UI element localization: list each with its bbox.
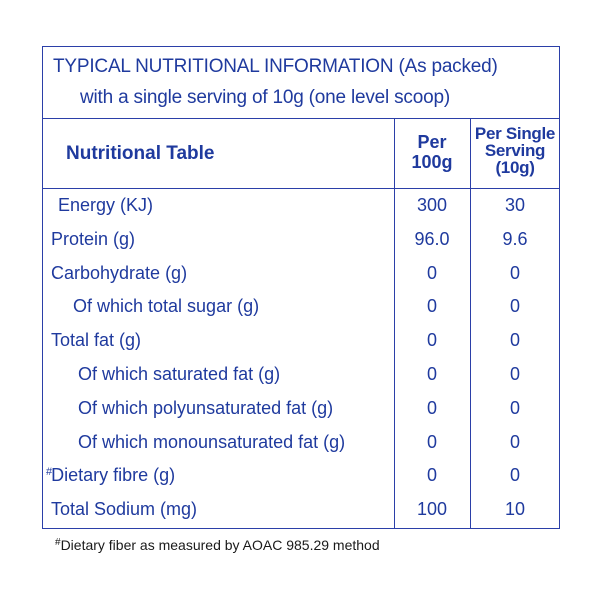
value-per-serving: 9.6	[502, 228, 528, 249]
column-header-row: Nutritional Table Per 100g Per Single Se…	[43, 119, 559, 189]
table-row: Energy (KJ) 300 30	[43, 189, 559, 223]
value-per-100g: 96.0	[414, 228, 450, 249]
value-per-100g: 0	[426, 431, 437, 452]
table-title: TYPICAL NUTRITIONAL INFORMATION (As pack…	[43, 47, 559, 119]
header-per-100g: Per 100g	[395, 132, 469, 172]
value-per-serving: 0	[509, 262, 520, 283]
nutrient-name: Protein (g)	[51, 228, 136, 249]
header-per-serving-line-3: (10g)	[495, 158, 535, 177]
header-per-serving: Per Single Serving (10g)	[471, 125, 559, 176]
header-per-serving-line-1: Per Single	[474, 124, 556, 143]
value-per-100g: 0	[426, 330, 437, 351]
value-per-100g: 300	[416, 195, 448, 215]
value-per-serving: 0	[509, 431, 520, 452]
nutrient-name: Total fat (g)	[51, 330, 142, 351]
footnote-marker: #	[55, 537, 61, 548]
value-per-serving: 0	[509, 296, 520, 317]
header-per-100g-line-2: 100g	[411, 152, 453, 172]
nutrient-name: Of which total sugar (g)	[73, 296, 260, 317]
nutrient-name: Dietary fibre (g)	[51, 465, 176, 486]
title-line-2: with a single serving of 10g (one level …	[80, 87, 450, 108]
header-per-100g-line-1: Per	[417, 132, 447, 152]
nutrient-name: Of which saturated fat (g)	[78, 363, 281, 384]
header-per-serving-line-2: Serving	[484, 141, 546, 160]
column-divider-1	[394, 119, 395, 528]
footnote-text: Dietary fiber as measured by AOAC 985.29…	[60, 537, 380, 553]
table-row: Of which polyunsaturated fat (g) 0 0	[43, 392, 559, 426]
table-row: Total fat (g) 0 0	[43, 324, 559, 358]
value-per-serving: 10	[504, 499, 526, 520]
nutrient-name: Of which polyunsaturated fat (g)	[78, 397, 334, 418]
value-per-serving: 30	[504, 195, 526, 215]
table-row: Protein (g) 96.0 9.6	[43, 223, 559, 257]
table-row: #Dietary fibre (g) 0 0	[43, 459, 559, 493]
value-per-serving: 0	[509, 330, 520, 351]
nutrient-name: Carbohydrate (g)	[51, 262, 188, 283]
nutrient-name: Energy (KJ)	[58, 195, 154, 215]
footnote: #Dietary fiber as measured by AOAC 985.2…	[55, 537, 380, 553]
header-nutritional-table: Nutritional Table	[66, 143, 215, 164]
table-row: Of which monounsaturated fat (g) 0 0	[43, 426, 559, 460]
value-per-serving: 0	[509, 397, 520, 418]
value-per-100g: 0	[426, 363, 437, 384]
nutrient-name-wrapper: #Dietary fibre (g)	[46, 465, 175, 486]
nutrient-rows: Energy (KJ) 300 30 Protein (g) 96.0 9.6 …	[43, 189, 559, 527]
value-per-serving: 0	[509, 363, 520, 384]
title-line-1: TYPICAL NUTRITIONAL INFORMATION (As pack…	[53, 56, 498, 77]
value-per-100g: 100	[416, 499, 448, 520]
table-row: Of which total sugar (g) 0 0	[43, 290, 559, 324]
value-per-100g: 0	[426, 397, 437, 418]
table-row: Total Sodium (mg) 100 10	[43, 493, 559, 527]
value-per-100g: 0	[426, 465, 437, 486]
nutrient-name: Of which monounsaturated fat (g)	[78, 431, 346, 452]
column-divider-2	[470, 119, 471, 528]
fibre-footnote-marker: #	[46, 466, 53, 479]
table-row: Carbohydrate (g) 0 0	[43, 257, 559, 291]
table-row: Of which saturated fat (g) 0 0	[43, 358, 559, 392]
value-per-100g: 0	[426, 262, 437, 283]
nutrition-table: TYPICAL NUTRITIONAL INFORMATION (As pack…	[42, 46, 560, 529]
value-per-serving: 0	[509, 465, 520, 486]
value-per-100g: 0	[426, 296, 437, 317]
nutrient-name: Total Sodium (mg)	[51, 499, 198, 520]
